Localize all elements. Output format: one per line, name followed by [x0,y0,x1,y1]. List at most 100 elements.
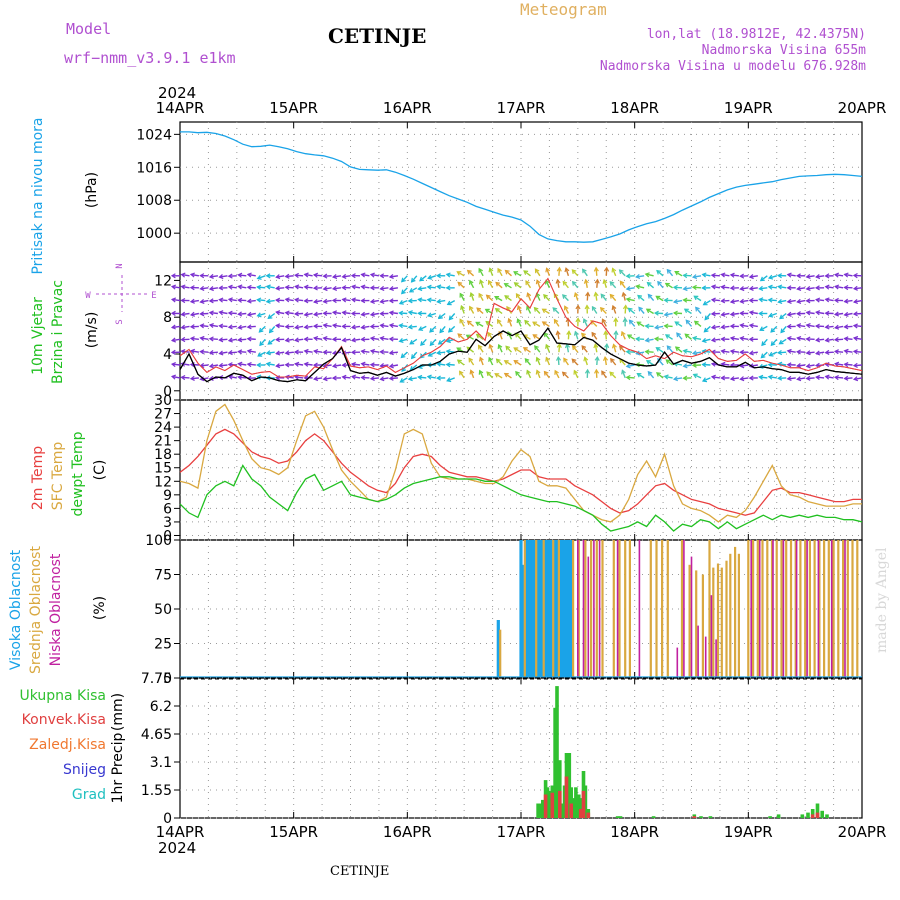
wind-arrow [380,299,389,303]
wind-arrowhead [284,284,290,290]
bar-mid [572,540,575,678]
wind-arrow [410,364,418,371]
wind-arrowhead [619,280,625,286]
wind-arrowhead [341,297,347,303]
wind-arrow [457,333,465,340]
wind-arrowhead [768,351,774,357]
wind-arrow [797,299,806,303]
wind-arrow [389,311,398,315]
wind-arrowhead [583,278,589,284]
wind-arrowhead [505,345,511,351]
wind-arrowhead [460,304,465,311]
wind-arrow [853,350,863,353]
wind-arrowhead [227,310,233,316]
wind-arrow [219,338,228,341]
wind-arrowhead [703,327,709,333]
wind-arrow [408,377,417,380]
wind-arrowhead [408,288,414,293]
wind-arrow [621,331,626,340]
wind-arrow [259,338,266,346]
ytick-label-precip: 4.65 [141,727,172,743]
wind-arrowhead [485,320,491,326]
wind-arrow [276,364,285,367]
bar-mid [680,540,684,678]
bar-mid [813,540,816,678]
wind-arrowhead [636,321,642,326]
wind-arrowhead [507,330,512,337]
wind-arrow [740,337,749,340]
wind-arrowhead [852,349,858,355]
wind-arrowhead [369,362,375,368]
wind-arrowhead [739,286,745,292]
wind-arrowhead [833,349,839,355]
wind-arrowhead [682,363,688,369]
wind-arrow [295,363,304,366]
wind-arrowhead [600,293,606,299]
wind-arrowhead [265,350,271,356]
wind-arrowhead [256,297,262,303]
wind-arrowhead [768,312,774,318]
ytick-label-wind: 8 [163,310,172,326]
wind-arrowhead [833,374,839,381]
wind-arrowhead [594,355,600,361]
wind-arrowhead [477,344,483,350]
wind-arrowhead [341,362,347,368]
wind-arrow [825,338,834,342]
wind-arrow [332,364,342,367]
wind-arrow [683,299,692,302]
precip-axis-title: 1hr Precip [110,733,126,804]
wind-arrowhead [369,348,376,354]
wind-arrow [702,338,711,342]
wind-arrowhead [400,353,406,359]
bar-mid [818,540,821,678]
wind-arrowhead [437,339,443,345]
bar-total [558,760,562,818]
wind-arrow [665,282,673,289]
wind-arrowhead [268,328,274,334]
wind-arrowhead [199,273,205,279]
wind-arrowhead [676,332,681,338]
wind-arrowhead [635,273,641,280]
wind-arrow [380,324,389,328]
wind-arrowhead [552,307,558,312]
wind-arrowhead [526,292,532,298]
bar-mid [761,540,764,678]
wind-arrow [854,287,863,290]
wind-arrow [619,280,626,289]
wind-arrowhead [541,308,547,314]
bar-total [567,753,572,818]
wind-arrow [749,324,758,328]
wind-arrow [314,337,323,340]
wind-arrowhead [350,297,356,303]
wind-arrow [702,350,711,353]
wind-arrowhead [294,361,300,367]
wind-arrowhead [275,350,281,356]
wind-arrowhead [777,284,783,290]
wind-arrowhead [748,285,754,291]
wind-arrowhead [398,300,404,305]
wind-arrow [295,325,304,329]
wind-arrowhead [170,361,176,368]
wind-arrow [446,377,455,382]
wind-arrow [304,325,313,329]
wind-arrow [711,338,720,341]
wind-arrowhead [170,324,176,330]
wind-arrowhead [663,297,669,303]
wind-arrowhead [303,361,309,367]
wind-arrow [361,350,370,353]
wind-arrow [584,357,588,366]
wind-arrowhead [644,349,650,355]
wind-arrow [497,268,503,277]
wind-arrowhead [293,311,299,317]
wind-arrowhead [739,376,745,382]
wind-arrowhead [777,375,783,381]
wind-arrow [780,325,787,333]
wind-arrow [760,275,768,282]
wind-arrow [295,376,304,379]
wind-arrow [647,371,655,379]
bar-mid [752,540,755,678]
bar-low [844,540,846,678]
wind-arrowhead [739,363,745,369]
wind-arrow [238,299,247,302]
wind-arrowhead [622,304,629,310]
